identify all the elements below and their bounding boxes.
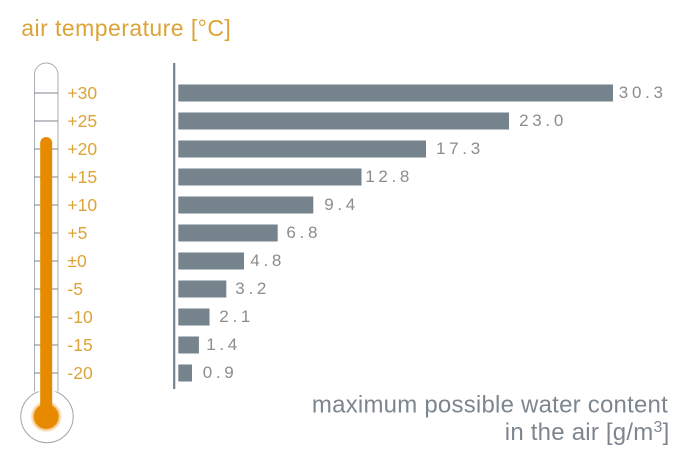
svg-text:23.0: 23.0 — [519, 111, 567, 130]
svg-text:+10: +10 — [67, 195, 97, 215]
svg-text:17.3: 17.3 — [436, 139, 484, 158]
svg-text:in the air [g/m3]: in the air [g/m3] — [505, 419, 670, 446]
svg-text:-10: -10 — [67, 307, 93, 327]
svg-text:-20: -20 — [67, 363, 93, 383]
svg-text:12.8: 12.8 — [365, 167, 413, 186]
svg-text:+30: +30 — [67, 83, 97, 103]
svg-text:+20: +20 — [67, 139, 97, 159]
svg-text:1.4: 1.4 — [206, 335, 241, 354]
svg-text:2.1: 2.1 — [219, 307, 254, 326]
svg-text:4.8: 4.8 — [250, 251, 285, 270]
svg-text:0.9: 0.9 — [203, 363, 238, 382]
svg-text:+15: +15 — [67, 167, 97, 187]
svg-text:±0: ±0 — [67, 251, 87, 271]
svg-text:9.4: 9.4 — [324, 195, 359, 214]
svg-text:-5: -5 — [67, 279, 83, 299]
svg-text:-15: -15 — [67, 335, 92, 355]
svg-text:+25: +25 — [67, 111, 97, 131]
svg-text:+5: +5 — [67, 223, 87, 243]
svg-text:6.8: 6.8 — [286, 223, 321, 242]
svg-text:3.2: 3.2 — [235, 279, 270, 298]
svg-text:air temperature [°C]: air temperature [°C] — [21, 15, 231, 41]
svg-text:30.3: 30.3 — [619, 83, 667, 102]
svg-text:maximum possible water content: maximum possible water content — [312, 392, 668, 419]
